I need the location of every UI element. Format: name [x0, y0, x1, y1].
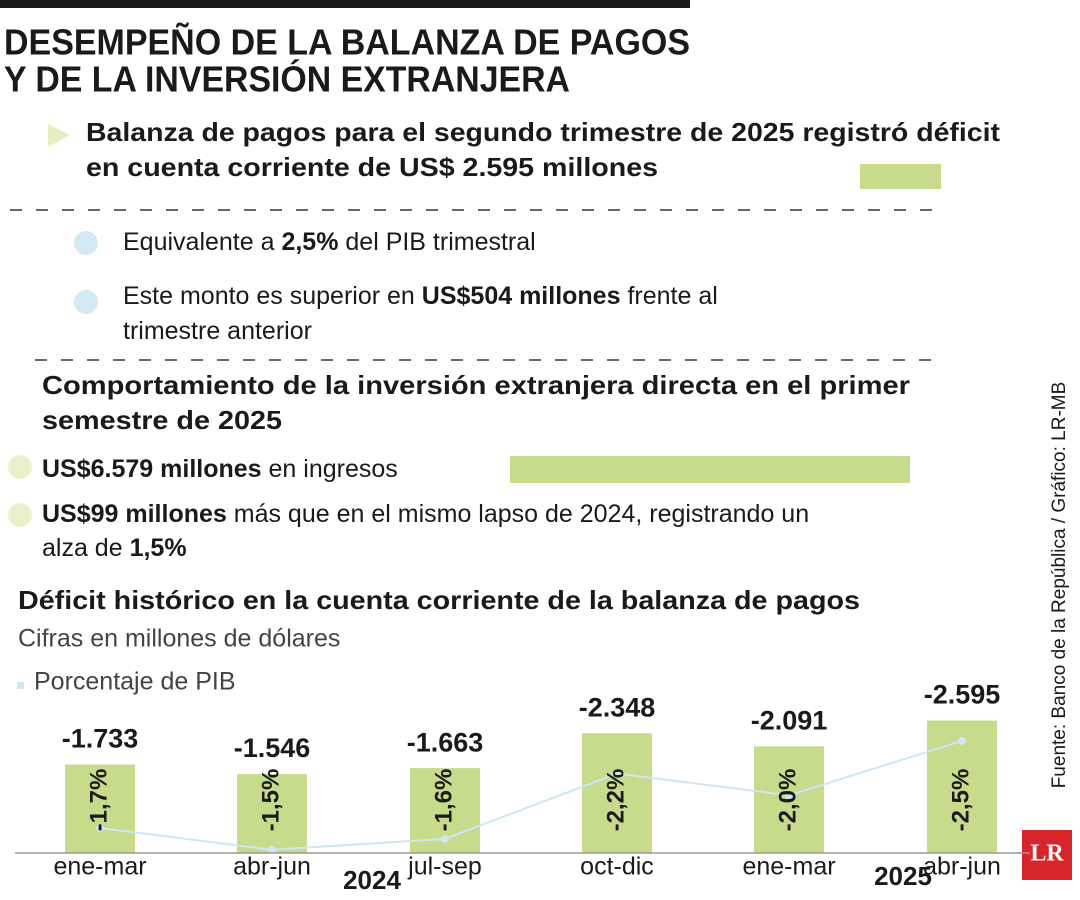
x-tick-label: ene-mar: [53, 853, 146, 881]
legend-marker: [17, 682, 24, 689]
bullet-text: alza de 1,5%: [42, 534, 187, 562]
value-label: -1.733: [62, 724, 139, 754]
text-run: del PIB trimestral: [338, 228, 535, 256]
chart-subtitle: Cifras en millones de dólares: [18, 625, 340, 653]
text-run: US$99 millones: [42, 500, 227, 528]
headline: en cuenta corriente de US$ 2.595 millone…: [86, 152, 658, 182]
bullet: [74, 290, 98, 314]
text-run: alza de: [42, 534, 130, 562]
title: Y DE LA INVERSIÓN EXTRANJERA: [4, 58, 570, 100]
bullet-text: US$99 millones más que en el mismo lapso…: [42, 500, 809, 528]
headline: Comportamiento de la inversión extranjer…: [42, 370, 910, 400]
text-run: Este monto es superior en: [123, 282, 422, 310]
text-run: 2,5%: [281, 228, 338, 256]
bullet: [8, 455, 32, 479]
point: [785, 791, 793, 800]
bullet: [74, 231, 98, 255]
value-label: -1.663: [407, 727, 484, 757]
text-run: US$6.579 millones: [42, 455, 262, 483]
line: [99, 739, 963, 851]
x-tick-label: abr-jun: [233, 853, 311, 881]
headline: semestre de 2025: [42, 405, 282, 435]
point: [958, 736, 966, 745]
bar: [65, 764, 135, 853]
percent-label: -1,5%: [257, 769, 284, 832]
logo: LR: [1030, 841, 1064, 867]
point: [441, 834, 449, 843]
bar: [237, 774, 307, 853]
year-label: 2025: [874, 861, 932, 891]
source: Fuente: Banco de la República / Gráfico:…: [1049, 382, 1070, 789]
x-tick-label: oct-dic: [580, 853, 654, 881]
logo-box: [1022, 830, 1072, 880]
text-run: 1,5%: [130, 534, 187, 562]
top-rule: [0, 0, 690, 8]
percent-label: -1,7%: [85, 769, 112, 832]
bullet-text: Equivalente a 2,5% del PIB trimestral: [123, 228, 536, 256]
percent-label: -2,0%: [774, 769, 801, 832]
legend-label: Porcentaje de PIB: [34, 668, 236, 696]
value-label: -2.348: [579, 692, 656, 722]
percent-label: -2,5%: [947, 769, 974, 832]
text-run: US$504 millones: [422, 282, 621, 310]
point: [613, 769, 621, 778]
bullet: [8, 503, 32, 527]
bar: [582, 733, 652, 853]
accent-bar: [860, 164, 941, 189]
x-tick-label: abr-jun: [923, 853, 1001, 881]
text-run: más que en el mismo lapso de 2024, regis…: [227, 500, 809, 528]
text-run: frente al: [621, 282, 718, 310]
point: [268, 845, 276, 854]
percent-label: -1,6%: [430, 769, 457, 832]
point: [96, 823, 104, 832]
accent-bar: [510, 456, 910, 483]
year-label: 2024: [343, 865, 401, 895]
text-run: Equivalente a: [123, 228, 281, 256]
bullet-text: US$6.579 millones en ingresos: [42, 455, 398, 483]
x-tick-label: jul-sep: [407, 853, 482, 881]
headline: Balanza de pagos para el segundo trimest…: [86, 117, 1000, 147]
percent-label: -2,2%: [602, 769, 629, 832]
value-label: -2.091: [751, 705, 828, 735]
x-tick-label: ene-mar: [742, 853, 835, 881]
bar: [754, 746, 824, 853]
value-label: -1.546: [234, 733, 311, 763]
bullet-triangle: [48, 124, 70, 147]
bullet-text: trimestre anterior: [123, 317, 312, 345]
bullet-text: Este monto es superior en US$504 millone…: [123, 282, 718, 310]
title: DESEMPEÑO DE LA BALANZA DE PAGOS: [4, 21, 690, 63]
value-label: -2.595: [924, 680, 1001, 710]
text-run: en ingresos: [262, 455, 398, 483]
chart-title: Déficit histórico en la cuenta corriente…: [18, 585, 860, 615]
text-run: trimestre anterior: [123, 317, 312, 345]
